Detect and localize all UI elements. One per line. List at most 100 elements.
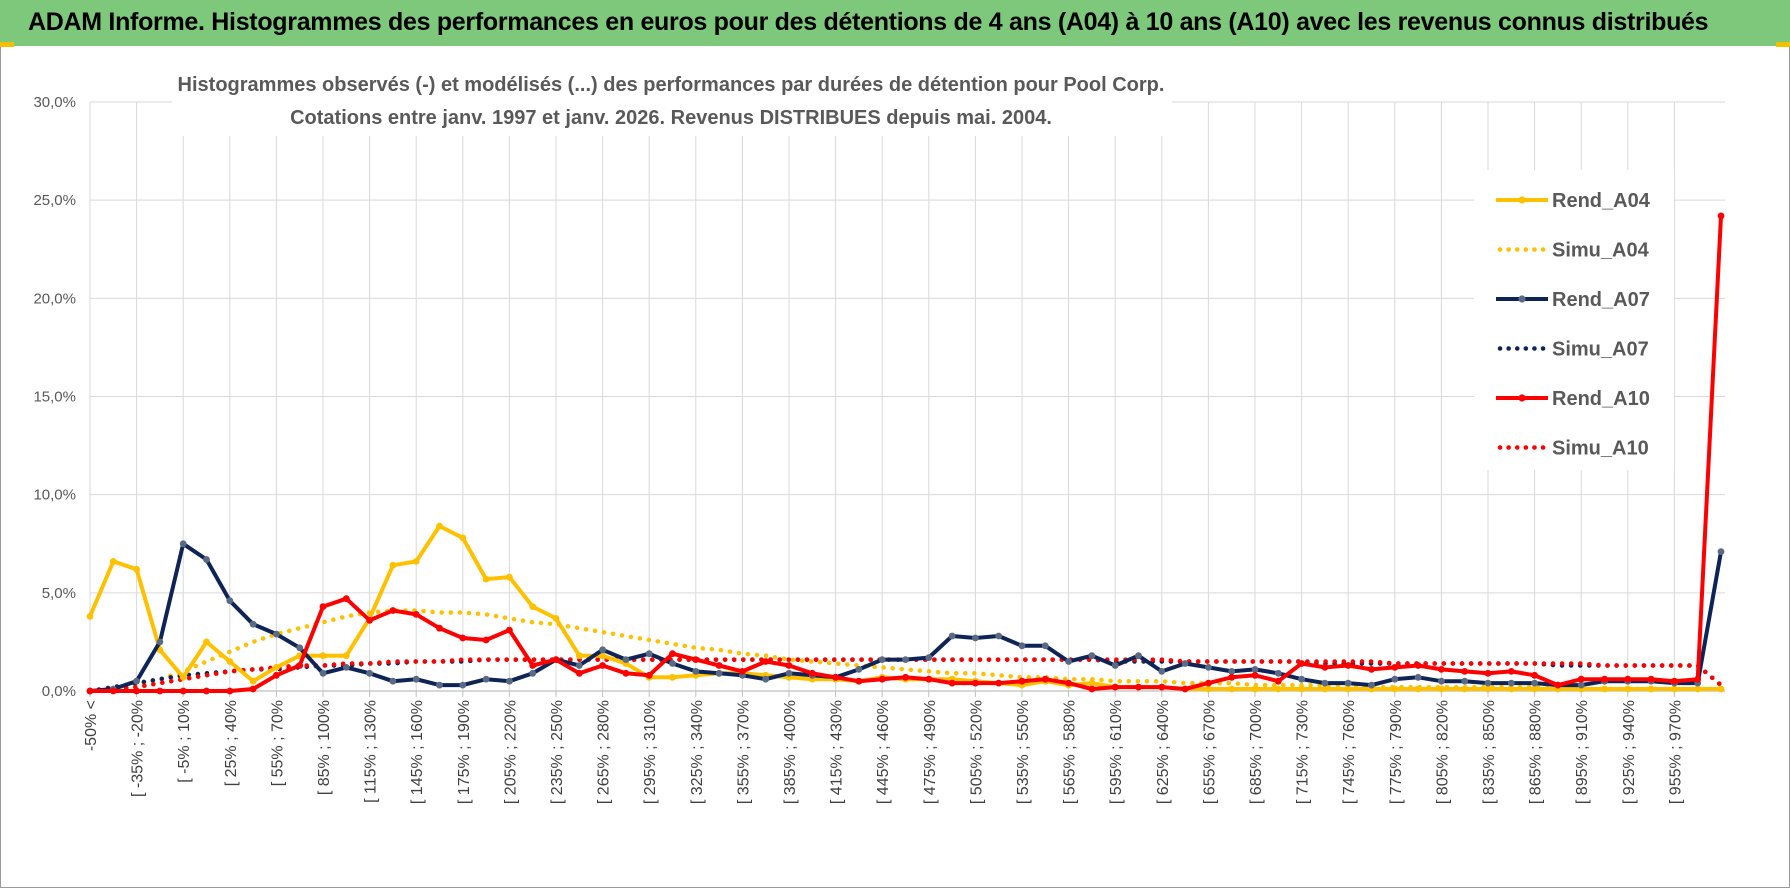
data-point — [1368, 681, 1375, 689]
data-point — [1158, 683, 1166, 691]
x-tick-label: [ 235% ; 250% — [549, 700, 566, 804]
y-tick-label: 10,0% — [33, 487, 76, 504]
data-point — [1251, 685, 1259, 693]
data-point — [1274, 685, 1282, 693]
legend-background — [1474, 170, 1674, 470]
data-point — [1577, 675, 1585, 683]
x-tick-label: [ 145% ; 160% — [409, 700, 426, 804]
data-point — [109, 558, 117, 565]
data-point — [1577, 681, 1585, 689]
data-point — [412, 611, 420, 618]
data-point — [366, 669, 373, 677]
data-point — [1205, 679, 1212, 687]
data-point — [948, 679, 956, 687]
data-point — [1391, 664, 1399, 671]
data-point — [226, 658, 234, 665]
data-point — [1018, 642, 1026, 650]
legend-marker — [1518, 394, 1526, 402]
data-point — [506, 677, 513, 685]
x-tick-label: [ 955% ; 970% — [1667, 700, 1684, 804]
x-tick-label: [ 655% ; 670% — [1201, 700, 1218, 804]
data-point — [1205, 685, 1212, 693]
data-point — [1321, 664, 1329, 671]
x-tick-label: [ 475% ; 490% — [922, 700, 939, 804]
y-tick-label: 20,0% — [33, 290, 76, 307]
data-point — [1251, 666, 1259, 673]
data-point — [1228, 668, 1236, 675]
y-tick-label: 25,0% — [33, 192, 76, 209]
data-point — [1111, 662, 1119, 669]
data-point — [1321, 685, 1329, 693]
banner-corner-right — [1776, 42, 1790, 47]
data-point — [575, 662, 583, 669]
data-point — [1414, 662, 1422, 669]
data-point — [948, 632, 956, 640]
grid — [89, 101, 1725, 692]
data-point — [412, 675, 420, 683]
x-axis: -50% < [ -35% ; -20% [ -5% ; 10% [ 25% ; 40… — [83, 690, 1725, 804]
data-point — [529, 603, 537, 610]
data-point — [529, 662, 537, 669]
data-point — [273, 671, 280, 679]
data-point — [1461, 677, 1469, 685]
y-tick-label: 5,0% — [42, 585, 76, 602]
data-point — [506, 573, 513, 581]
data-point — [1601, 675, 1608, 683]
data-point — [506, 626, 513, 634]
x-tick-label: [ -5% ; 10% — [176, 700, 193, 783]
x-tick-label: [ 85% ; 100% — [316, 700, 333, 795]
data-point — [669, 673, 676, 681]
x-tick-label: [ 865% ; 880% — [1528, 700, 1545, 804]
data-point — [1158, 668, 1166, 675]
data-point — [878, 656, 886, 663]
data-point — [1717, 685, 1725, 693]
data-point — [878, 675, 886, 683]
legend-label: Rend_A07 — [1552, 289, 1650, 311]
data-point — [389, 677, 397, 685]
data-point — [1647, 675, 1655, 683]
data-point — [622, 656, 630, 663]
data-point — [482, 636, 490, 644]
legend-label: Rend_A10 — [1552, 388, 1650, 410]
data-point — [1368, 666, 1375, 673]
x-tick-label: [ 625% ; 640% — [1155, 700, 1172, 804]
data-point — [436, 522, 443, 530]
data-point — [925, 675, 933, 683]
legend-label: Rend_A04 — [1552, 190, 1651, 212]
y-tick-label: 15,0% — [33, 389, 76, 406]
x-tick-label: [ 115% ; 130% — [363, 700, 380, 803]
data-point — [273, 664, 280, 671]
x-tick-label: [ 25% ; 40% — [223, 700, 240, 786]
data-point — [156, 687, 164, 695]
data-point — [1344, 679, 1352, 687]
data-point — [599, 662, 606, 669]
data-point — [1601, 685, 1608, 693]
data-point — [249, 620, 257, 628]
data-point — [995, 632, 1003, 640]
data-point — [1344, 662, 1352, 669]
data-point — [1484, 685, 1492, 693]
data-point — [1671, 677, 1678, 685]
data-point — [785, 662, 793, 669]
data-point — [86, 613, 94, 620]
data-point — [1507, 685, 1515, 693]
data-point — [1624, 685, 1632, 693]
data-point — [1414, 685, 1422, 693]
x-tick-label: [ 535% ; 550% — [1015, 700, 1032, 804]
data-point — [1228, 685, 1236, 693]
data-point — [1298, 660, 1305, 667]
data-point — [319, 603, 327, 610]
legend-item-rend_a07: Rend_A07 — [1496, 289, 1650, 311]
data-point — [436, 681, 443, 689]
legend-label: Simu_A07 — [1552, 339, 1649, 361]
data-point — [972, 634, 979, 642]
data-point — [1554, 681, 1562, 689]
data-point — [1694, 685, 1702, 693]
x-tick-label: [ 385% ; 400% — [782, 700, 799, 804]
x-tick-label: [ 175% ; 190% — [456, 700, 473, 804]
x-tick-label: [ 925% ; 940% — [1621, 700, 1638, 804]
data-point — [902, 656, 909, 663]
data-point — [366, 616, 373, 624]
data-point — [1205, 664, 1212, 671]
